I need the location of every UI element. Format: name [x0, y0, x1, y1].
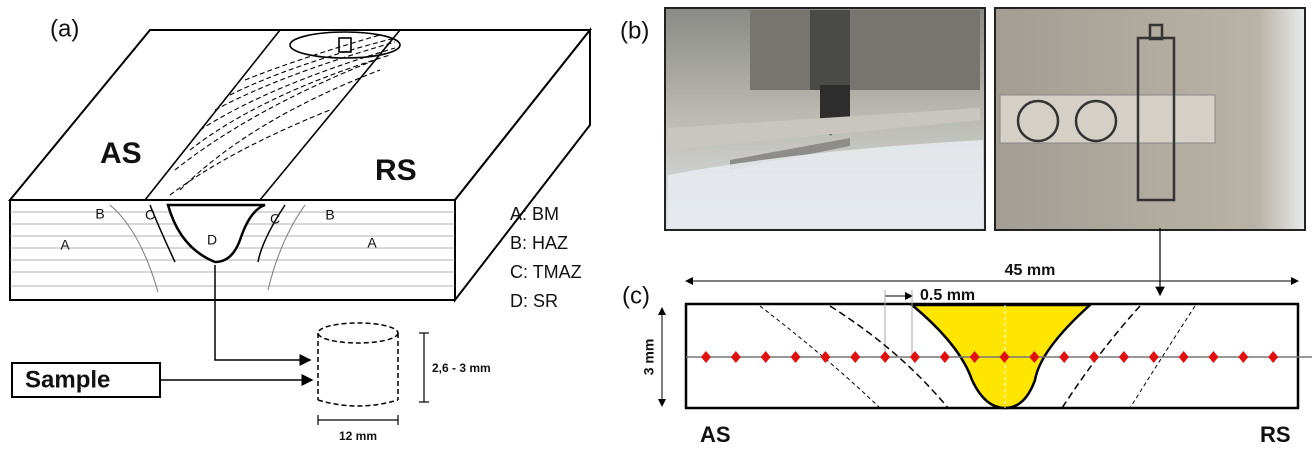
sample-cylinder [318, 323, 398, 406]
dimension [318, 333, 429, 425]
zone-label: D [207, 232, 217, 248]
legend-item: B: HAZ [510, 233, 568, 253]
legend: A: BM B: HAZ C: TMAZ D: SR [510, 204, 582, 311]
dimension-label: 0.5 mm [920, 287, 975, 304]
side-label: RS [1260, 422, 1291, 446]
photo-machining [665, 8, 985, 230]
weld-block [10, 30, 590, 300]
figure: (a) AS RS A B C D C B A A: BM B: HAZ C: … [0, 0, 1315, 446]
panel-label: (b) [620, 17, 649, 44]
shape [820, 85, 850, 120]
zone-label: B [95, 206, 104, 222]
legend-item: A: BM [510, 204, 559, 224]
zone-label: C [145, 207, 155, 223]
legend-item: D: SR [510, 291, 558, 311]
sample-label: Sample [25, 366, 110, 393]
zone-label: B [325, 207, 334, 223]
panel-label: (c) [622, 282, 650, 309]
photo-specimen [995, 8, 1305, 230]
legend-item: C: TMAZ [510, 262, 582, 282]
dimension-label: 3 mm [641, 339, 657, 376]
dimension-label: 2,6 - 3 mm [432, 361, 491, 375]
side-label: RS [375, 154, 417, 187]
shape [318, 400, 398, 406]
zone-label: C [270, 211, 280, 227]
dimension-label: 12 mm [339, 429, 377, 443]
shape [750, 10, 980, 90]
zone-label: A [367, 235, 377, 251]
shape [318, 323, 398, 343]
zone-label: A [60, 237, 70, 253]
shape [810, 10, 850, 90]
side-label: AS [700, 422, 731, 446]
panel-label: (a) [50, 15, 79, 42]
dimension-label: 45 mm [1005, 262, 1056, 279]
side-label: AS [100, 137, 142, 170]
